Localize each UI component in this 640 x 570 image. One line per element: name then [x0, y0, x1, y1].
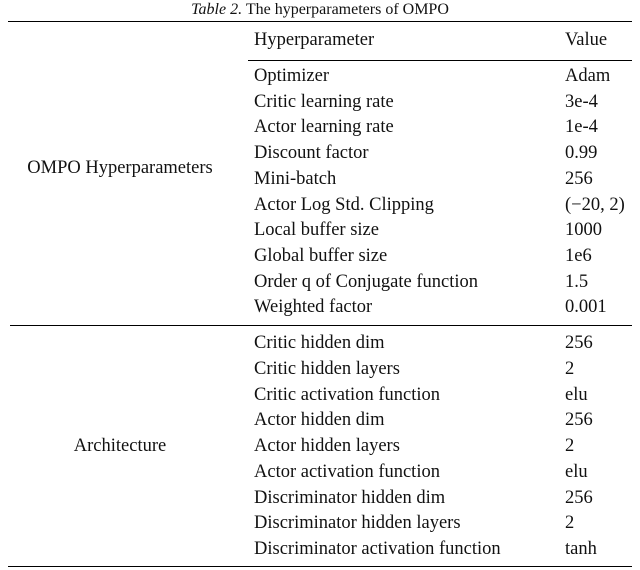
param-name: Actor hidden dim — [254, 410, 385, 431]
param-name: Actor Log Std. Clipping — [254, 194, 434, 215]
param-name: Global buffer size — [254, 245, 388, 266]
param-value: 0.001 — [565, 297, 607, 318]
param-name: Critic hidden dim — [254, 333, 385, 353]
param-name: Weighted factor — [254, 297, 373, 318]
group-label: Architecture — [73, 436, 167, 456]
group-label: OMPO Hyperparameters — [27, 158, 213, 178]
param-value: tanh — [565, 539, 597, 559]
param-value: 1000 — [565, 220, 602, 241]
header-cell: Hyperparameter — [254, 30, 375, 50]
param-value: 2 — [565, 358, 575, 379]
param-name: Mini-batch — [254, 168, 337, 189]
param-value: 256 — [565, 168, 593, 189]
top-rule — [8, 21, 632, 22]
param-value: 1e6 — [565, 245, 592, 266]
header-cell: Value — [565, 30, 608, 50]
param-name: Actor learning rate — [254, 117, 394, 138]
param-name: Actor activation function — [254, 461, 440, 482]
param-name: Optimizer — [254, 66, 330, 86]
caption-label: Table 2. — [191, 1, 243, 18]
param-name: Critic hidden layers — [254, 358, 400, 379]
param-value: 0.99 — [565, 143, 598, 164]
param-value: (−20, 2) — [565, 194, 625, 215]
param-value: 3e-4 — [565, 91, 598, 112]
param-name: Critic learning rate — [254, 91, 394, 112]
param-value: elu — [565, 461, 588, 482]
param-name: Actor hidden layers — [254, 436, 400, 456]
param-name: Critic activation function — [254, 384, 440, 405]
param-value: 256 — [565, 410, 593, 431]
header-rule — [248, 60, 632, 61]
param-name: Discount factor — [254, 143, 369, 164]
param-value: 2 — [565, 436, 575, 456]
param-value: elu — [565, 384, 588, 405]
param-name: Local buffer size — [254, 220, 379, 241]
caption: Table 2. The hyperparameters of OMPO — [0, 0, 640, 20]
param-value: 256 — [565, 487, 593, 508]
param-name: Discriminator hidden layers — [254, 513, 461, 534]
param-value: 1e-4 — [565, 117, 598, 138]
param-name: Discriminator hidden dim — [254, 487, 446, 508]
param-name: Discriminator activation function — [254, 539, 501, 559]
param-value: 1.5 — [565, 271, 589, 292]
group-rule — [10, 325, 632, 326]
caption-text: The hyperparameters of OMPO — [245, 1, 449, 18]
param-value: Adam — [565, 66, 611, 86]
param-value: 2 — [565, 513, 575, 534]
param-value: 256 — [565, 333, 593, 353]
param-name: Order q of Conjugate function — [254, 271, 478, 292]
bottom-rule — [8, 566, 632, 567]
